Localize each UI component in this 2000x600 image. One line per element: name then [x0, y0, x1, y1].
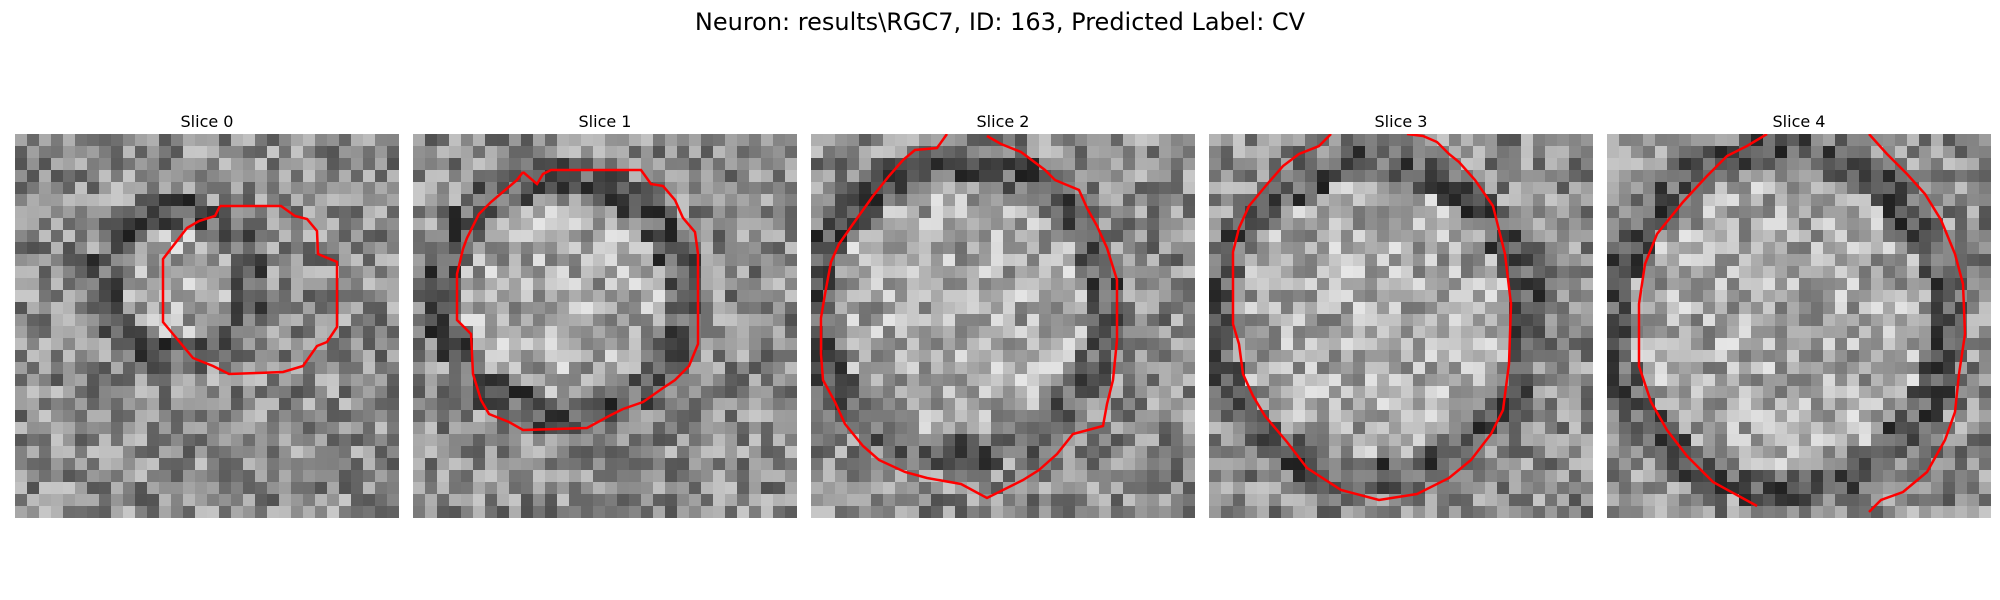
neuron-contour [161, 204, 339, 376]
slice-image [1607, 134, 1991, 518]
neuron-contour [455, 168, 700, 432]
slice-title: Slice 2 [976, 112, 1030, 131]
slice-image [15, 134, 399, 518]
slice-panel-1: Slice 1 [413, 110, 797, 518]
neuron-contour-right [1868, 134, 1967, 513]
microscopy-image [413, 134, 797, 518]
slice-panel-4: Slice 4 [1607, 110, 1991, 518]
slice-image [1209, 134, 1593, 518]
microscopy-image [15, 134, 399, 518]
slice-image [413, 134, 797, 518]
slice-panel-2: Slice 2 [811, 110, 1195, 518]
figure-title: Neuron: results\RGC7, ID: 163, Predicted… [694, 8, 1306, 36]
slice-title: Slice 1 [578, 112, 632, 131]
slice-title: Slice 3 [1374, 112, 1428, 131]
neuron-contour [819, 134, 1119, 500]
contour-overlay [1637, 134, 1967, 513]
microscopy-image [811, 134, 1195, 518]
slice-image [811, 134, 1195, 518]
neuron-contour [1231, 134, 1513, 502]
neuron-contour [1637, 134, 1768, 508]
contour-overlay [1231, 134, 1513, 502]
slice-panel-0: Slice 0 [15, 110, 399, 518]
slice-title: Slice 4 [1772, 112, 1826, 131]
contour-overlay [455, 168, 700, 432]
slice-panel-3: Slice 3 [1209, 110, 1593, 518]
slice-title: Slice 0 [180, 112, 234, 131]
contour-overlay [819, 134, 1119, 500]
contour-overlay [161, 204, 339, 376]
microscopy-image [1209, 134, 1593, 518]
